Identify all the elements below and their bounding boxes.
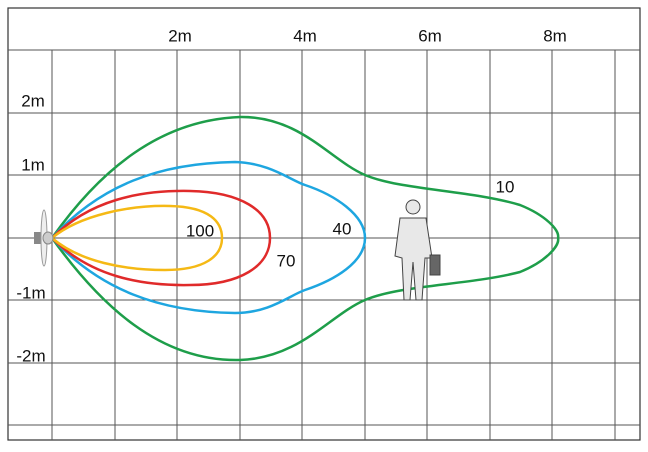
y-label: -1m — [16, 283, 45, 302]
y-label: 1m — [21, 155, 45, 174]
contour-label: 70 — [277, 251, 296, 270]
contour-40 — [50, 160, 367, 315]
x-label: 8m — [543, 26, 567, 45]
frame — [7, 7, 641, 441]
contour-70 — [50, 189, 272, 287]
x-label: 4m — [293, 26, 317, 45]
y-label: -2m — [16, 346, 45, 365]
contour-label: 40 — [333, 219, 352, 238]
x-label: 2m — [168, 26, 192, 45]
contour-100 — [50, 204, 224, 272]
contour-label: 100 — [186, 221, 214, 240]
sensor — [34, 209, 54, 267]
x-label: 6m — [418, 26, 442, 45]
contour-label: 10 — [496, 177, 515, 196]
contour-10 — [50, 115, 560, 362]
y-label: 2m — [21, 91, 45, 110]
person — [394, 199, 441, 301]
